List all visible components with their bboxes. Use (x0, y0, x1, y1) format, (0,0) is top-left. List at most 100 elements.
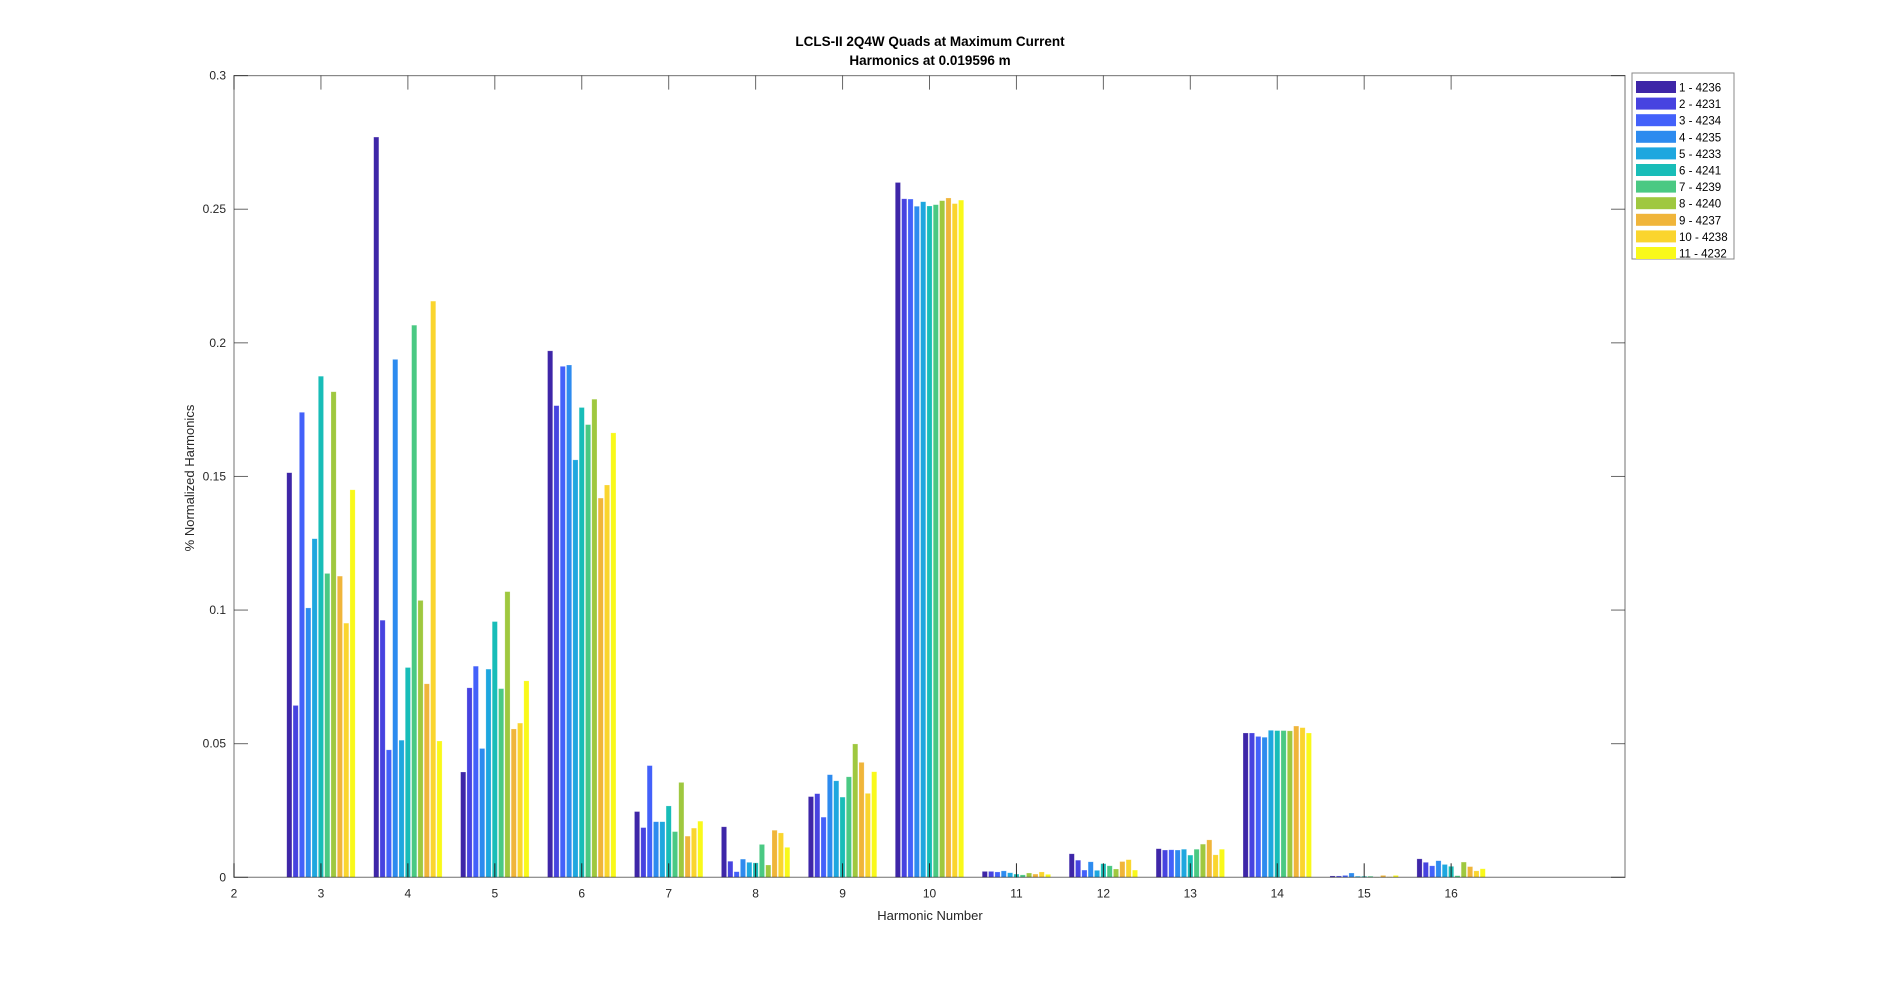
bar-h9-s7 (845, 776, 852, 878)
bar-h3-s9 (337, 575, 343, 878)
bar-h5-s8 (504, 591, 511, 878)
bar-h13-s4 (1174, 849, 1181, 878)
bar-h6-s8 (591, 398, 598, 878)
bar-h14-s4 (1261, 736, 1268, 878)
bar-h4-s6 (404, 667, 411, 878)
bar-h11-s2 (988, 871, 995, 878)
bar-h10-s5 (920, 201, 927, 878)
bar-h16-s11 (1479, 868, 1486, 878)
bar-h10-s1 (894, 182, 901, 878)
bar-h11-s8 (1026, 872, 1032, 878)
legend: 1 - 4236 2 - 4231 3 - 4234 4 - 4235 5 - 4233… (1631, 72, 1735, 261)
bar-h5-s11 (523, 680, 530, 878)
bar-h4-s3 (386, 749, 392, 878)
bar-h5-s2 (466, 687, 473, 878)
bar-h11-s10 (1038, 871, 1045, 878)
y-tick-label: 0.3 (209, 69, 226, 83)
bar-h7-s5 (659, 821, 666, 878)
bar-h8-s11 (784, 847, 791, 878)
chart-subtitle: Harmonics at 0.019596 m (849, 53, 1010, 68)
x-tick-label: 14 (1271, 886, 1285, 900)
bar-h6-s4 (566, 364, 572, 878)
bar-h10-s7 (932, 204, 939, 878)
bar-h6-s7 (585, 424, 591, 878)
bar-h13-s2 (1162, 849, 1168, 878)
x-tick-label: 12 (1097, 886, 1111, 900)
bar-h16-s2 (1422, 862, 1429, 878)
bar-h5-s6 (491, 621, 498, 878)
legend-entry: 10 - 4238 (1679, 232, 1728, 244)
bar-h11-s1 (981, 871, 988, 878)
legend-swatch (1636, 130, 1676, 143)
bar-h9-s8 (852, 743, 859, 878)
bar-h12-s7 (1106, 865, 1113, 878)
bar-h9-s9 (858, 762, 865, 878)
bar-h7-s3 (646, 765, 653, 878)
bar-h12-s9 (1119, 861, 1126, 878)
x-tick-label: 7 (665, 886, 672, 900)
x-tick-label: 6 (578, 886, 585, 900)
bar-h8-s7 (759, 844, 765, 878)
bar-h4-s4 (392, 359, 399, 878)
bar-h14-s3 (1255, 736, 1262, 878)
bar-h4-s5 (398, 739, 405, 878)
legend-swatch (1636, 81, 1676, 93)
bar-h3-s2 (292, 705, 299, 878)
legend-swatch (1636, 97, 1676, 110)
bar-h14-s8 (1287, 730, 1293, 878)
legend-entry: 1 - 4236 (1679, 83, 1721, 95)
bar-h7-s7 (672, 831, 678, 878)
y-tick-label: 0.25 (203, 202, 227, 216)
bar-h14-s11 (1305, 732, 1312, 878)
bar-h13-s1 (1155, 848, 1162, 878)
bar-h5-s9 (510, 728, 517, 878)
bar-h8-s3 (733, 871, 740, 878)
bars-group (286, 136, 1486, 878)
bar-h13-s11 (1219, 848, 1225, 878)
ticks-group: 2 3 4 5 6 7 8 9 10 11 12 13 14 15 16 0 0.05 0.1 0.15 0.2 0.2… (203, 69, 1625, 900)
bar-h5-s4 (479, 748, 486, 878)
bar-h3-s5 (311, 538, 318, 878)
bar-h16-s9 (1467, 866, 1473, 878)
bar-h7-s4 (653, 821, 659, 878)
bar-h3-s3 (299, 412, 305, 878)
bar-h15-s4 (1348, 872, 1355, 878)
legend-entry: 3 - 4234 (1679, 116, 1722, 128)
bar-h10-s4 (913, 205, 920, 878)
bar-h14-s7 (1280, 730, 1287, 878)
bar-h4-s9 (423, 683, 430, 878)
bar-h12-s8 (1113, 868, 1119, 878)
legend-entry: 9 - 4237 (1679, 215, 1721, 227)
bar-h7-s9 (684, 835, 691, 878)
x-tick-label: 5 (491, 886, 498, 900)
bar-h6-s6 (578, 407, 585, 878)
chart-title: LCLS-II 2Q4W Quads at Maximum Current (795, 34, 1065, 49)
bar-h14-s9 (1293, 725, 1300, 878)
bar-h5-s10 (517, 722, 523, 878)
bar-h9-s4 (827, 774, 833, 878)
bar-h12-s11 (1132, 869, 1138, 878)
bar-h7-s11 (697, 820, 704, 878)
bar-h4-s8 (417, 600, 424, 878)
legend-entry: 8 - 4240 (1679, 199, 1721, 211)
bar-h16-s8 (1460, 861, 1467, 878)
y-tick-label: 0.15 (203, 469, 227, 483)
bar-h4-s11 (436, 740, 443, 878)
bar-h8-s5 (746, 862, 753, 878)
bar-h3-s1 (286, 472, 293, 878)
x-tick-label: 16 (1444, 886, 1458, 900)
bar-h13-s3 (1168, 849, 1175, 878)
bar-h6-s9 (597, 497, 604, 878)
bar-h10-s10 (951, 203, 958, 878)
bar-h8-s10 (778, 832, 784, 878)
bar-h10-s3 (907, 198, 914, 878)
bar-h10-s9 (945, 197, 952, 878)
bar-h8-s4 (740, 858, 746, 878)
bar-h13-s8 (1200, 843, 1206, 878)
legend-entry: 5 - 4233 (1679, 149, 1721, 161)
legend-swatch (1636, 147, 1676, 160)
bar-h4-s1 (373, 136, 380, 878)
bar-h8-s2 (727, 860, 734, 878)
x-tick-label: 3 (318, 886, 325, 900)
